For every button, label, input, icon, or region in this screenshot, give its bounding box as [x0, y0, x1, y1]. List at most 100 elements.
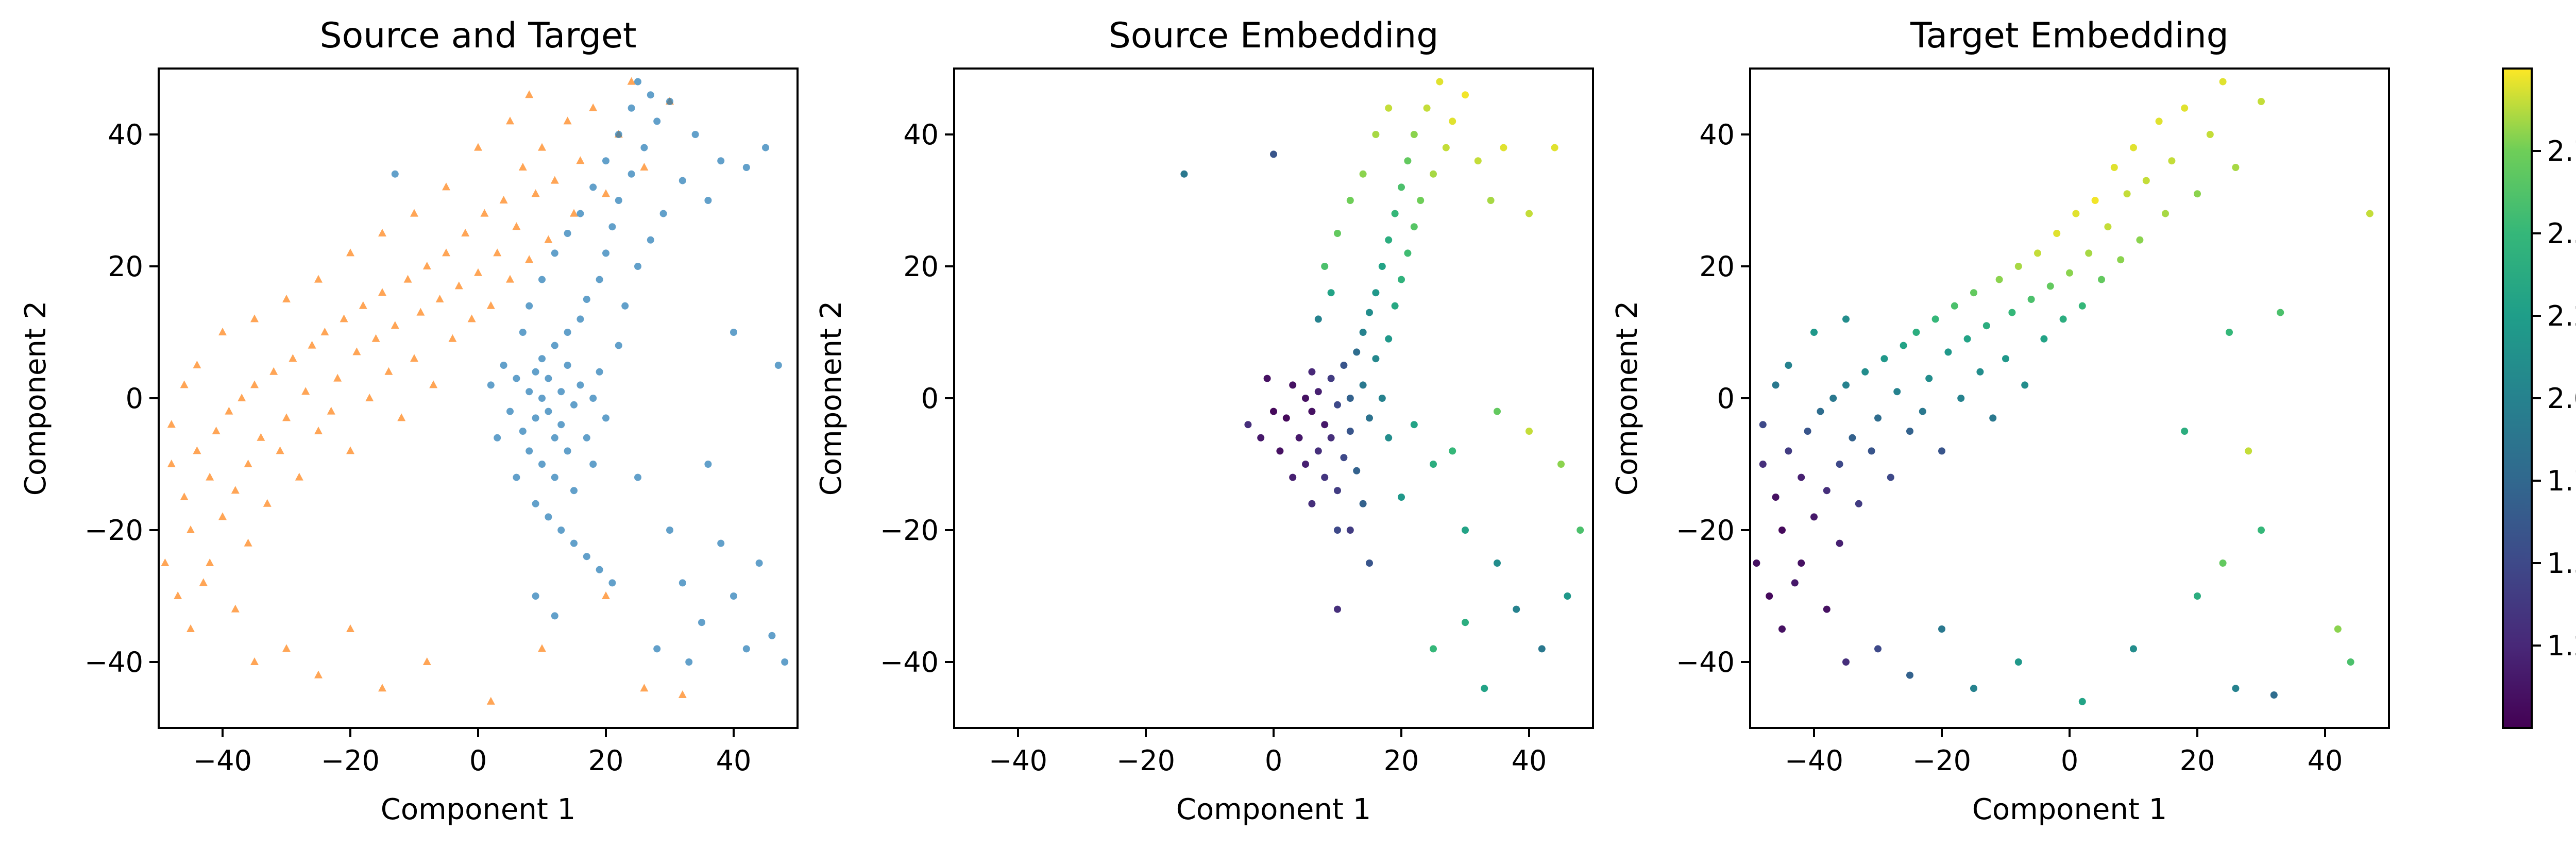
scatter-point: [634, 263, 641, 270]
scatter-point: [1308, 368, 1316, 376]
scatter-point: [634, 78, 641, 86]
scatter-point: [1900, 342, 1907, 349]
scatter-point: [589, 395, 597, 402]
scatter-point: [1487, 197, 1495, 204]
scatter-point: [1398, 276, 1405, 283]
scatter-point: [781, 658, 789, 666]
y-tick-label: −20: [1676, 514, 1735, 547]
scatter-point: [589, 183, 597, 191]
scatter-point: [2232, 164, 2240, 171]
colorbar-tick-label: 1.75: [2547, 465, 2576, 497]
scatter-point-triangle: [282, 295, 291, 302]
scatter-point: [1982, 322, 1990, 330]
scatter-point: [2142, 177, 2150, 184]
y-tick-label: −40: [880, 646, 939, 679]
scatter-point-triangle: [576, 156, 585, 164]
scatter-point-triangle: [371, 334, 380, 342]
scatter-point: [659, 210, 667, 217]
scatter-point: [1257, 434, 1265, 442]
scatter-point: [742, 164, 750, 171]
scatter-point: [1513, 605, 1520, 613]
scatter-point-triangle: [238, 394, 246, 401]
scatter-point: [1931, 315, 1939, 323]
x-tick-label: 0: [1265, 744, 1282, 777]
scatter-point-triangle: [231, 604, 240, 613]
colorbar-tick-label: 2.75: [2547, 135, 2576, 167]
scatter-point: [577, 210, 584, 217]
scatter-point-triangle: [359, 301, 367, 309]
scatter-point-triangle: [525, 90, 534, 98]
scatter-point: [2258, 98, 2265, 105]
scatter-point: [557, 421, 565, 429]
scatter-point: [615, 131, 622, 138]
scatter-point: [1353, 348, 1361, 356]
scatter-point: [647, 236, 654, 244]
scatter-point: [1957, 395, 1965, 402]
scatter-point-triangle: [174, 591, 182, 599]
scatter-point: [1334, 401, 1341, 409]
scatter-point: [1366, 414, 1373, 422]
y-tick-label: 0: [921, 382, 939, 415]
scatter-point-triangle: [474, 143, 482, 151]
scatter-point: [500, 362, 507, 369]
scatter-point: [538, 276, 546, 283]
scatter-point: [1817, 408, 1824, 415]
scatter-point-triangle: [250, 314, 259, 323]
scatter-point-triangle: [320, 328, 329, 335]
scatter-point: [1327, 434, 1335, 442]
scatter-point: [1410, 421, 1418, 429]
scatter-point: [1823, 487, 1831, 495]
scatter-point: [2110, 164, 2118, 171]
scatter-point-triangle: [193, 361, 201, 368]
scatter-point: [1378, 395, 1386, 402]
scatter-point: [2091, 197, 2099, 204]
scatter-point: [2347, 658, 2354, 666]
scatter-point: [1302, 395, 1309, 402]
scatter-point-triangle: [397, 413, 406, 421]
scatter-point: [1423, 104, 1431, 112]
scatter-point: [1366, 309, 1373, 316]
scatter-point: [570, 539, 578, 547]
scatter-point: [1308, 500, 1316, 507]
scatter-point: [602, 249, 609, 257]
scatter-point: [1244, 421, 1252, 429]
scatter-point-triangle: [346, 446, 354, 454]
scatter-point: [538, 355, 546, 363]
scatter-point: [1887, 473, 1894, 481]
scatter-point: [1798, 559, 1805, 567]
scatter-point: [1359, 500, 1367, 507]
scatter-point: [2027, 296, 2035, 303]
scatter-point: [2014, 658, 2022, 666]
scatter-point: [730, 592, 737, 600]
scatter-point-triangle: [544, 235, 553, 243]
scatter-point: [1359, 170, 1367, 178]
scatter-point-triangle: [640, 163, 649, 171]
scatter-point: [1359, 381, 1367, 389]
y-tick-label: 0: [1717, 382, 1735, 415]
scatter-point: [2181, 428, 2189, 435]
scatter-marks: [1180, 78, 1584, 692]
scatter-point-triangle: [506, 116, 514, 125]
scatter-point-triangle: [346, 624, 354, 632]
scatter-point: [1989, 414, 1997, 422]
scatter-point: [685, 658, 693, 666]
panel-target-embedding: Target Embedding −40 −20 0 20 40 −40 −20 0 20 40…: [1611, 15, 2390, 826]
scatter-point-triangle: [187, 525, 195, 533]
scatter-point: [583, 434, 590, 442]
y-axis-label: Component 2: [19, 301, 53, 496]
panel-source-and-target: Source and Target −40 −20 0 20 40 −40 −20 0 20 4…: [19, 15, 799, 826]
scatter-point: [1836, 461, 1843, 468]
scatter-point: [577, 315, 584, 323]
scatter-point: [551, 249, 558, 257]
scatter-point: [526, 447, 533, 455]
scatter-point-triangle: [531, 189, 540, 197]
scatter-point: [1836, 539, 1843, 547]
scatter-point: [2072, 210, 2080, 217]
scatter-point-triangle: [250, 657, 259, 665]
scatter-point: [1849, 434, 1856, 442]
scatter-point: [1785, 362, 1792, 369]
scatter-point: [698, 619, 705, 626]
scatter-point-triangle: [301, 387, 310, 395]
scatter-point: [2277, 309, 2284, 316]
